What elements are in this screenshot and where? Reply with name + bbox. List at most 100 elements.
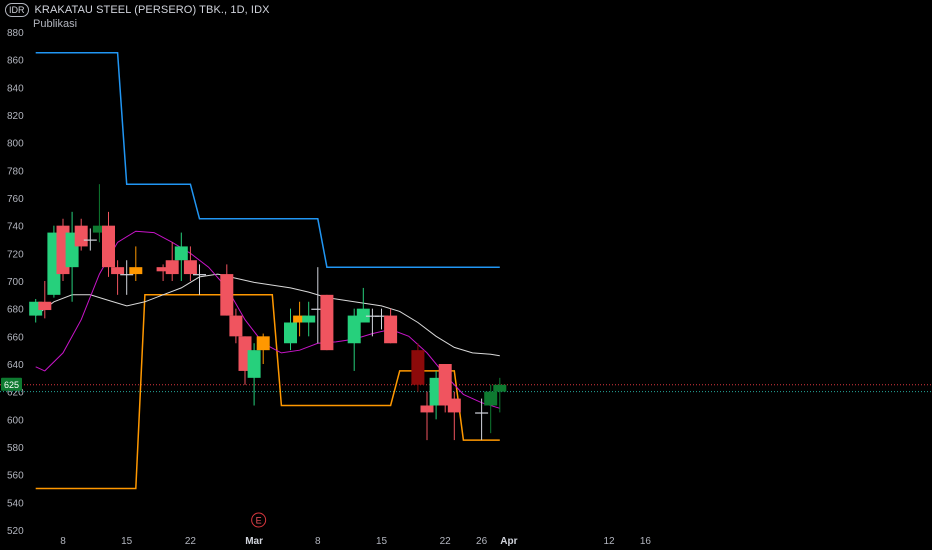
candle xyxy=(384,308,398,344)
x-tick-label: 8 xyxy=(315,536,321,547)
y-tick-label: 700 xyxy=(7,277,24,288)
slow-ma-line xyxy=(35,273,500,357)
candle xyxy=(256,333,270,364)
y-axis: 880 860 840 820 800 780 760 740 720 700 680 660 640 6… xyxy=(7,28,24,537)
candle xyxy=(365,308,379,337)
candle-body xyxy=(83,239,97,241)
candle-body xyxy=(493,384,507,392)
candle xyxy=(311,267,325,344)
candle xyxy=(193,264,206,295)
candle xyxy=(92,184,106,243)
candle xyxy=(284,308,297,351)
candle xyxy=(484,384,498,434)
candle xyxy=(111,260,125,295)
candle xyxy=(320,294,334,351)
candle xyxy=(65,211,79,302)
y-tick-label: 640 xyxy=(7,360,24,371)
currency-badge[interactable]: IDR xyxy=(5,3,29,17)
price-lines xyxy=(0,384,932,393)
candle xyxy=(438,364,452,413)
candle-body xyxy=(92,225,106,233)
x-tick-label: 12 xyxy=(603,536,615,547)
candle xyxy=(156,264,170,281)
candle xyxy=(475,398,489,441)
channel-lines xyxy=(35,52,500,490)
candle-body xyxy=(438,364,452,406)
price-label-box xyxy=(1,377,22,391)
candle-body xyxy=(420,405,434,413)
y-tick-label: 620 xyxy=(7,388,24,399)
candle xyxy=(247,343,261,406)
y-tick-label: 580 xyxy=(7,443,24,454)
candle-body xyxy=(475,412,489,414)
symbol-title[interactable]: KRAKATAU STEEL (PERSERO) TBK., 1D, IDX xyxy=(34,4,270,16)
candle-body xyxy=(247,350,261,378)
candle-body xyxy=(384,315,398,344)
y-tick-label: 820 xyxy=(7,111,24,122)
candle-body xyxy=(183,260,197,275)
candle xyxy=(183,246,197,281)
earnings-marker-circle xyxy=(251,512,267,528)
candle xyxy=(74,218,88,251)
y-tick-label: 660 xyxy=(7,332,24,343)
markers: 625 E xyxy=(1,377,267,528)
candle xyxy=(375,308,388,330)
candle-body xyxy=(302,315,316,323)
y-tick-label: 600 xyxy=(7,415,24,426)
x-tick-label: Mar xyxy=(245,536,263,547)
candle-body xyxy=(229,315,243,337)
candle-body xyxy=(375,315,388,317)
x-tick-label: 22 xyxy=(185,536,197,547)
candle-body xyxy=(74,225,88,247)
candle-body xyxy=(256,336,270,351)
candles xyxy=(29,184,507,441)
x-tick-label: 15 xyxy=(121,536,133,547)
y-tick-label: 840 xyxy=(7,83,24,94)
y-tick-label: 860 xyxy=(7,56,24,67)
price-label: 625 xyxy=(4,380,19,390)
candle xyxy=(420,391,434,441)
candle-body xyxy=(120,274,134,276)
candle xyxy=(83,228,97,251)
x-tick-label: 15 xyxy=(376,536,388,547)
x-tick-label: 22 xyxy=(440,536,452,547)
candle xyxy=(447,391,461,441)
y-tick-label: 880 xyxy=(7,28,24,39)
y-tick-label: 760 xyxy=(7,194,24,205)
candle-body xyxy=(156,267,170,272)
candle xyxy=(293,301,307,337)
y-tick-label: 540 xyxy=(7,498,24,509)
y-tick-label: 740 xyxy=(7,222,24,233)
candle-body xyxy=(311,308,325,310)
candle xyxy=(165,242,179,281)
candle xyxy=(129,246,143,281)
y-tick-label: 560 xyxy=(7,471,24,482)
candle-body xyxy=(411,350,425,385)
candle-body xyxy=(447,398,461,413)
candle-body xyxy=(174,246,188,261)
candle xyxy=(493,377,507,413)
candle-body xyxy=(129,267,143,275)
candle xyxy=(356,287,370,323)
y-tick-label: 780 xyxy=(7,166,24,177)
candle xyxy=(220,264,234,316)
candle-body xyxy=(193,274,206,276)
candle xyxy=(120,260,134,295)
candle xyxy=(229,308,243,344)
candle xyxy=(102,211,115,277)
y-tick-label: 680 xyxy=(7,305,24,316)
x-tick-label: 8 xyxy=(60,536,66,547)
symbol-subtitle: Publikasi xyxy=(33,18,78,30)
x-axis: 8 15 22 Mar 8 15 22 26 Apr 12 16 xyxy=(60,536,651,547)
y-tick-label: 800 xyxy=(7,139,24,150)
candle-body xyxy=(220,274,234,316)
candle-body xyxy=(365,315,379,317)
candle-body xyxy=(484,391,498,406)
candle xyxy=(411,343,425,392)
earnings-marker-label: E xyxy=(256,516,262,526)
candle xyxy=(38,281,52,319)
upper-channel-line xyxy=(35,52,500,268)
candle-body xyxy=(293,315,307,323)
